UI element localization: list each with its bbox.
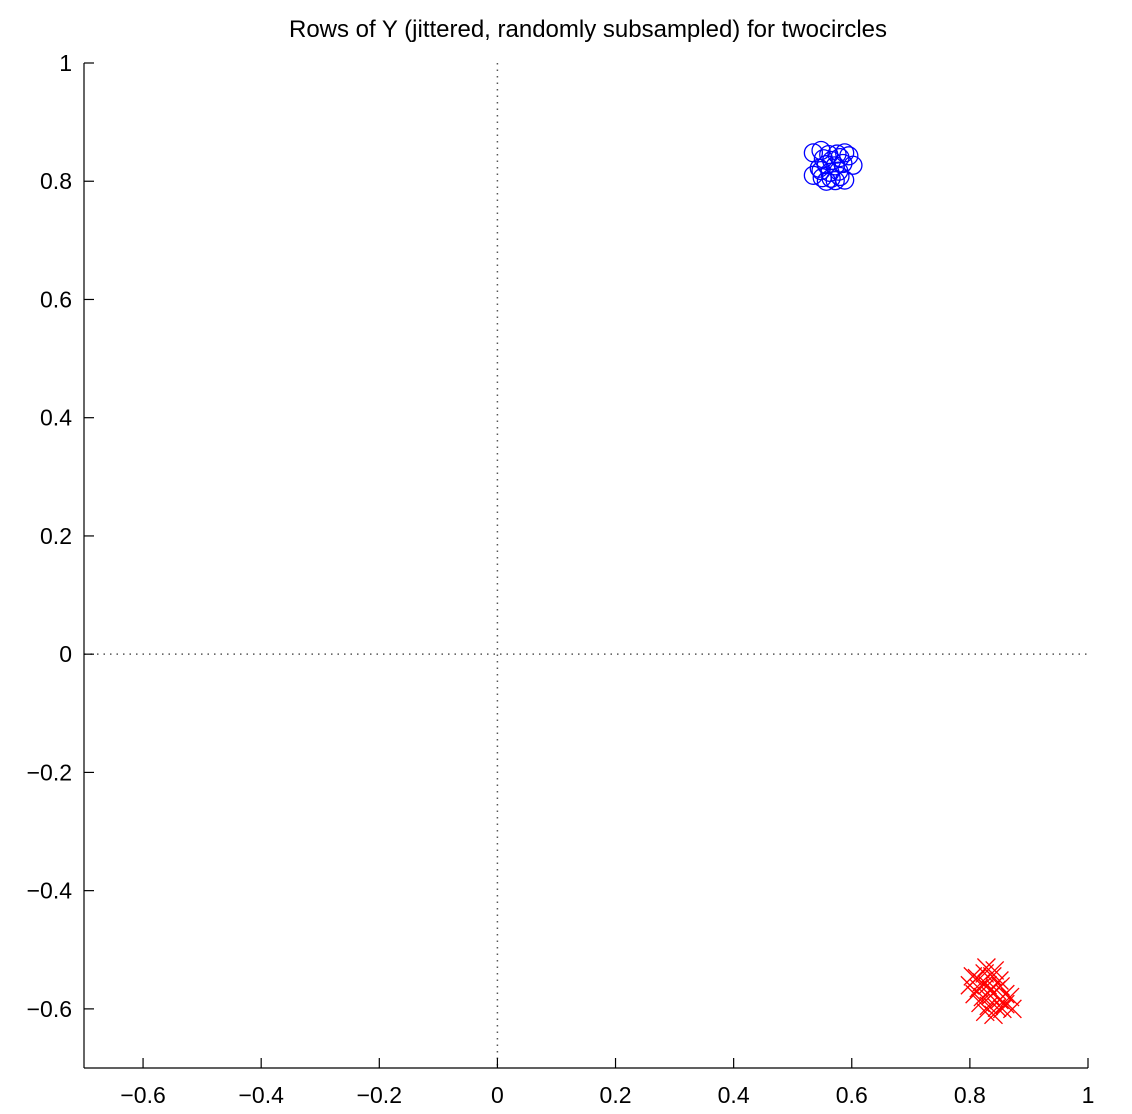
x-tick-label: −0.6 bbox=[120, 1082, 165, 1108]
axes: −0.6 −0.4 −0.2 0 0.2 0.4 0.6 0.8 1 1 0.8 0.6 0.4 0.2 0… bbox=[27, 50, 1095, 1108]
circle-point bbox=[809, 158, 829, 178]
circle-point bbox=[843, 155, 863, 175]
y-tick-label: −0.6 bbox=[27, 996, 72, 1022]
x-point bbox=[965, 984, 985, 1004]
x-point bbox=[971, 993, 990, 1013]
x-tick-label: 0.2 bbox=[600, 1082, 632, 1108]
circle-point bbox=[830, 166, 850, 187]
x-point bbox=[991, 976, 1011, 996]
x-tick-label: 0.4 bbox=[718, 1082, 750, 1108]
x-point bbox=[975, 1002, 995, 1022]
y-tick-label: 0 bbox=[59, 641, 72, 667]
x-point bbox=[963, 966, 983, 986]
y-tick-label: 0.6 bbox=[40, 286, 72, 312]
x-point bbox=[1002, 999, 1022, 1019]
y-tick-label: 0.2 bbox=[40, 523, 72, 549]
x-tick-label: −0.4 bbox=[238, 1082, 284, 1108]
y-tick-label: −0.2 bbox=[27, 759, 72, 785]
x-tick-label: 0.6 bbox=[836, 1082, 868, 1108]
x-point bbox=[992, 999, 1012, 1019]
x-point bbox=[976, 958, 996, 977]
x-point bbox=[972, 972, 992, 992]
x-tick-label: −0.2 bbox=[357, 1082, 402, 1108]
x-point bbox=[979, 996, 999, 1016]
x-point bbox=[985, 960, 1005, 980]
circle-point bbox=[827, 144, 847, 164]
circle-point bbox=[821, 168, 841, 188]
circle-point bbox=[839, 146, 859, 166]
y-tick-label: 0.8 bbox=[40, 168, 72, 194]
y-tick-label: 1 bbox=[59, 50, 72, 76]
y-tick-label: 0.4 bbox=[40, 405, 72, 431]
circle-point bbox=[835, 170, 855, 190]
x-tick-label: 0 bbox=[491, 1082, 504, 1108]
plot-points bbox=[803, 140, 1022, 1025]
x-tick-label: 0.8 bbox=[954, 1082, 986, 1108]
x-point bbox=[981, 980, 1001, 1000]
x-tick-label: 1 bbox=[1082, 1082, 1095, 1108]
chart-title: Rows of Y (jittered, randomly subsampled… bbox=[289, 16, 887, 43]
x-point bbox=[984, 1005, 1003, 1025]
circle-point bbox=[825, 170, 845, 191]
y-tick-label: −0.4 bbox=[27, 878, 73, 904]
